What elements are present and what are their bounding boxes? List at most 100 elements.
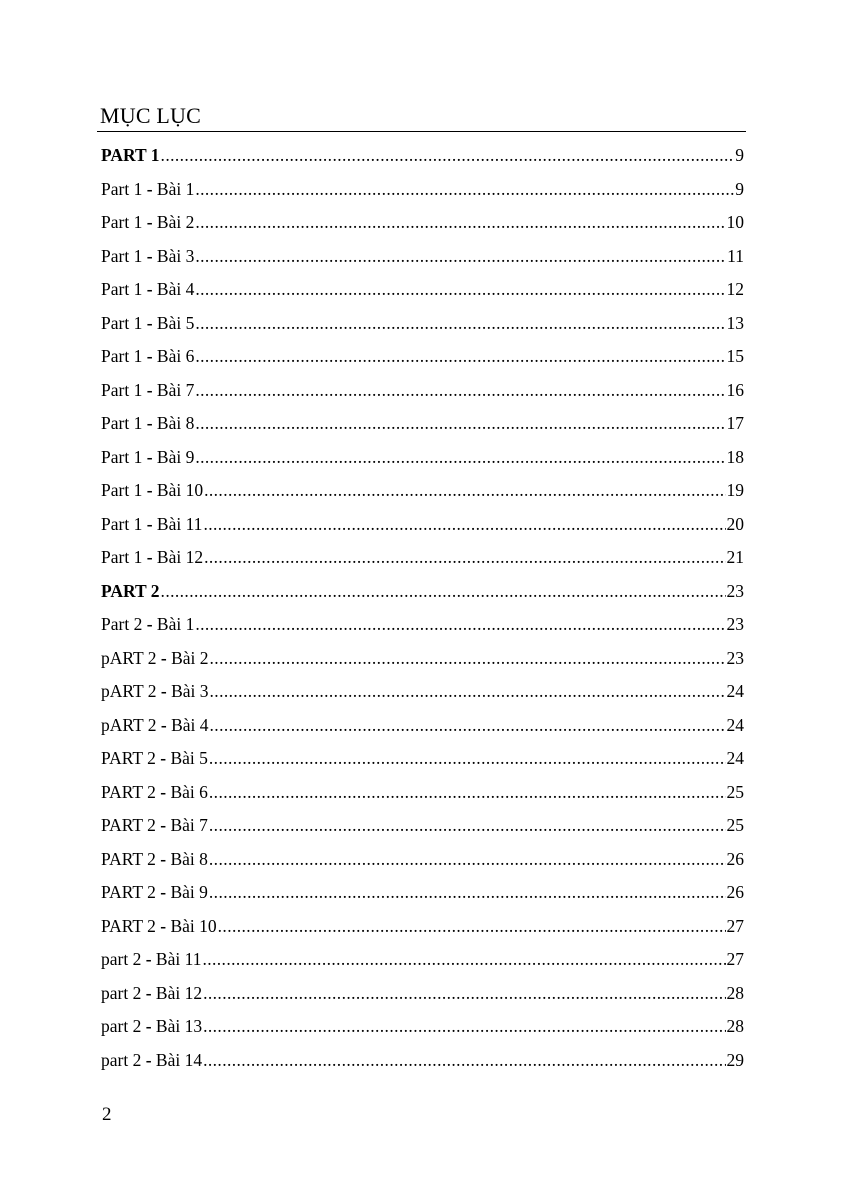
toc-entry-page: 27 bbox=[726, 915, 745, 936]
toc-entry-page: 23 bbox=[726, 647, 745, 668]
dot-leader bbox=[195, 346, 725, 367]
toc-entry-page: 21 bbox=[726, 547, 745, 567]
dot-leader bbox=[202, 949, 725, 970]
toc-entry-page: 15 bbox=[726, 346, 745, 366]
toc-entry[interactable]: Part 1 - Bài 7 16 bbox=[101, 380, 744, 414]
toc-entry-label: PART 2 bbox=[101, 580, 160, 601]
toc-entry-page: 20 bbox=[726, 513, 745, 534]
toc-entry-label: Part 1 - Bài 10 bbox=[101, 480, 204, 500]
toc-entry[interactable]: pART 2 - Bài 2 23 bbox=[101, 648, 744, 682]
toc-entry[interactable]: pART 2 - Bài 4 24 bbox=[101, 715, 744, 749]
toc-entry[interactable]: PART 2 - Bài 9 26 bbox=[101, 882, 744, 916]
dot-leader bbox=[204, 547, 725, 568]
dot-leader bbox=[203, 983, 725, 1004]
toc-entry-label: Part 1 - Bài 4 bbox=[101, 279, 195, 299]
toc-entry-label: Part 1 - Bài 5 bbox=[101, 312, 195, 333]
toc-entry-label: Part 1 - Bài 1 bbox=[101, 178, 195, 199]
toc-entry-page: 16 bbox=[726, 379, 745, 400]
toc-entry-page: 28 bbox=[726, 1016, 745, 1036]
page-number: 2 bbox=[102, 1104, 112, 1125]
toc-entry-label: PART 2 - Bài 10 bbox=[101, 915, 217, 936]
dot-leader bbox=[161, 581, 726, 602]
toc-title: MỤC LỤC bbox=[100, 103, 202, 128]
toc-entry-page: 19 bbox=[726, 480, 745, 500]
toc-entry[interactable]: Part 1 - Bài 4 12 bbox=[101, 279, 744, 313]
dot-leader bbox=[218, 916, 726, 937]
toc-entry-page: 13 bbox=[726, 312, 745, 333]
toc-entry-label: part 2 - Bài 12 bbox=[101, 982, 203, 1003]
dot-leader bbox=[209, 748, 726, 769]
toc-entry[interactable]: Part 1 - Bài 11 20 bbox=[101, 514, 744, 548]
toc-entry[interactable]: PART 2 - Bài 6 25 bbox=[101, 782, 744, 816]
dot-leader bbox=[209, 782, 726, 803]
toc-entry-label: Part 1 - Bài 6 bbox=[101, 346, 195, 366]
dot-leader bbox=[210, 715, 726, 736]
toc-entry-label: Part 1 - Bài 2 bbox=[101, 212, 195, 232]
toc-entry-page: 29 bbox=[726, 1049, 745, 1070]
toc-entry-page: 23 bbox=[726, 614, 745, 634]
toc-entry-page: 10 bbox=[726, 212, 745, 232]
toc-entry-page: 18 bbox=[726, 446, 745, 467]
dot-leader bbox=[210, 681, 726, 702]
dot-leader bbox=[209, 882, 726, 903]
toc-entry[interactable]: PART 2 23 bbox=[101, 581, 744, 615]
toc-entry-page: 11 bbox=[727, 245, 744, 266]
toc-entry[interactable]: PART 2 - Bài 7 25 bbox=[101, 815, 744, 849]
toc-entry-label: part 2 - Bài 11 bbox=[101, 949, 202, 969]
dot-leader bbox=[195, 614, 725, 635]
dot-leader bbox=[195, 447, 725, 468]
toc-entry-page: 24 bbox=[726, 714, 745, 735]
toc-entry[interactable]: Part 1 - Bài 12 21 bbox=[101, 547, 744, 581]
toc-entry[interactable]: Part 1 - Bài 6 15 bbox=[101, 346, 744, 380]
toc-entry[interactable]: part 2 - Bài 14 29 bbox=[101, 1050, 744, 1084]
toc-entry-label: PART 2 - Bài 5 bbox=[101, 748, 208, 768]
toc-entry-page: 23 bbox=[726, 580, 745, 601]
toc-entry[interactable]: Part 1 - Bài 5 13 bbox=[101, 313, 744, 347]
toc-entry[interactable]: PART 2 - Bài 10 27 bbox=[101, 916, 744, 950]
toc-entry[interactable]: PART 1 9 bbox=[101, 145, 744, 179]
toc-entry[interactable]: Part 2 - Bài 1 23 bbox=[101, 614, 744, 648]
toc-entry[interactable]: Part 1 - Bài 3 11 bbox=[101, 246, 744, 280]
toc-entry-page: 25 bbox=[726, 781, 745, 802]
toc-entry[interactable]: pART 2 - Bài 3 24 bbox=[101, 681, 744, 715]
toc-entry[interactable]: PART 2 - Bài 5 24 bbox=[101, 748, 744, 782]
toc-entry-page: 9 bbox=[735, 145, 744, 165]
dot-leader bbox=[210, 648, 726, 669]
dot-leader bbox=[209, 815, 726, 836]
toc-entry[interactable]: Part 1 - Bài 10 19 bbox=[101, 480, 744, 514]
toc-entry[interactable]: Part 1 - Bài 9 18 bbox=[101, 447, 744, 481]
toc-entry-label: PART 1 bbox=[101, 145, 160, 165]
toc-entry-page: 12 bbox=[726, 279, 745, 299]
dot-leader bbox=[203, 1050, 725, 1071]
toc-entry-label: Part 1 - Bài 3 bbox=[101, 245, 195, 266]
toc-entry-label: Part 1 - Bài 11 bbox=[101, 513, 203, 534]
toc-entry[interactable]: part 2 - Bài 12 28 bbox=[101, 983, 744, 1017]
toc-entry[interactable]: Part 1 - Bài 2 10 bbox=[101, 212, 744, 246]
toc-entry-label: PART 2 - Bài 8 bbox=[101, 848, 208, 869]
toc-entry[interactable]: part 2 - Bài 11 27 bbox=[101, 949, 744, 983]
toc-entry-label: Part 1 - Bài 8 bbox=[101, 413, 195, 433]
dot-leader bbox=[203, 514, 725, 535]
toc-entry[interactable]: part 2 - Bài 13 28 bbox=[101, 1016, 744, 1050]
dot-leader bbox=[195, 380, 725, 401]
dot-leader bbox=[195, 246, 726, 267]
toc-entry[interactable]: PART 2 - Bài 8 26 bbox=[101, 849, 744, 883]
title-rule bbox=[97, 131, 746, 132]
toc-entry-label: part 2 - Bài 14 bbox=[101, 1049, 203, 1070]
dot-leader bbox=[195, 413, 725, 434]
toc-entry[interactable]: Part 1 - Bài 1 9 bbox=[101, 179, 744, 213]
dot-leader bbox=[195, 212, 725, 233]
toc-entry-label: pART 2 - Bài 2 bbox=[101, 647, 209, 668]
toc-entry[interactable]: Part 1 - Bài 8 17 bbox=[101, 413, 744, 447]
toc-entry-label: Part 2 - Bài 1 bbox=[101, 614, 195, 634]
toc-entry-page: 28 bbox=[726, 982, 745, 1003]
toc-entry-page: 17 bbox=[726, 413, 745, 433]
toc-entry-label: part 2 - Bài 13 bbox=[101, 1016, 203, 1036]
toc-entry-page: 24 bbox=[726, 681, 745, 701]
dot-leader bbox=[161, 145, 735, 166]
dot-leader bbox=[203, 1016, 725, 1037]
toc-entry-label: pART 2 - Bài 4 bbox=[101, 714, 209, 735]
toc-entry-page: 26 bbox=[726, 882, 745, 902]
toc-entry-page: 27 bbox=[726, 949, 745, 969]
toc-entry-label: Part 1 - Bài 9 bbox=[101, 446, 195, 467]
